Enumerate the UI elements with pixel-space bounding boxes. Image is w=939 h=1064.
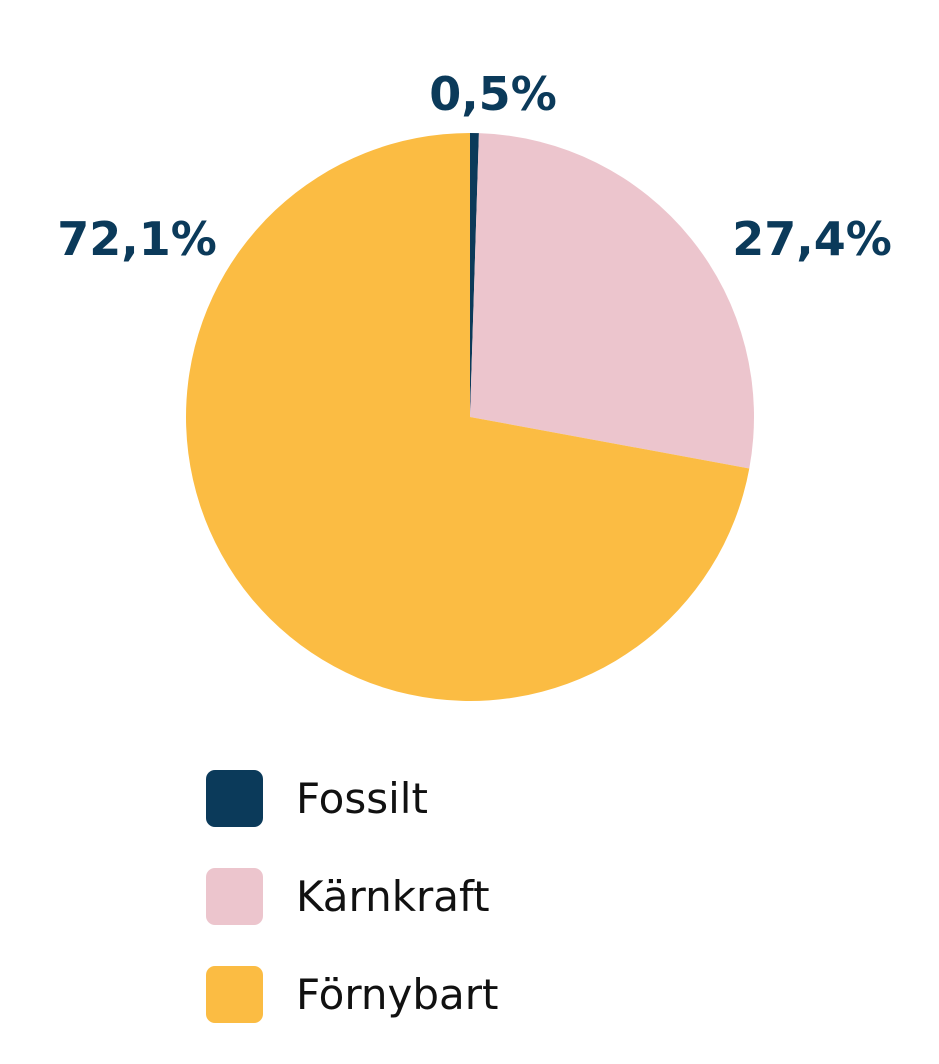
legend-swatch-karnkraft: [206, 868, 263, 925]
data-label-fossilt: 0,5%: [429, 67, 557, 121]
legend-swatch-fossilt: [206, 770, 263, 827]
legend-item-fossilt: Fossilt: [206, 770, 706, 827]
pie-slice-k-rnkraft: [470, 133, 755, 469]
legend-label-karnkraft: Kärnkraft: [296, 872, 490, 921]
pie-slice-fossilt: [470, 133, 479, 417]
pie-svg: 0,5% 27,4% 72,1%: [57, 67, 892, 701]
pie-slice-f-rnybart: [186, 133, 750, 701]
data-label-f-rnybart: 72,1%: [57, 212, 217, 266]
legend-item-karnkraft: Kärnkraft: [206, 868, 706, 925]
legend: Fossilt Kärnkraft Förnybart: [206, 770, 706, 1064]
pie-chart: 0,5% 27,4% 72,1% Fossilt Kärnkraft Förnyba…: [57, 67, 892, 1023]
legend-swatch-fornybart: [206, 966, 263, 1023]
legend-label-fornybart: Förnybart: [296, 970, 499, 1019]
legend-item-fornybart: Förnybart: [206, 966, 706, 1023]
legend-label-fossilt: Fossilt: [296, 774, 428, 823]
data-label-k-rnkraft: 27,4%: [732, 212, 892, 266]
